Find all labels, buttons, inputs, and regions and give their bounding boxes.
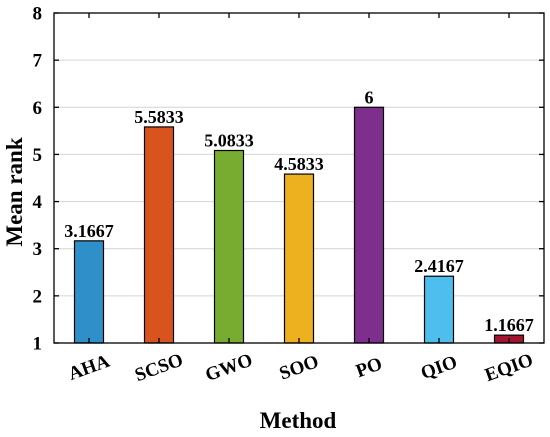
data-labels: 3.1667 5.5833 5.0833 4.5833 6 2.4167 1.1667 <box>64 87 534 335</box>
data-label-eqio: 1.1667 <box>484 315 534 335</box>
data-label-scso: 5.5833 <box>134 107 184 127</box>
x-tick-label-soo: SOO <box>277 351 322 384</box>
x-tick-label-aha: AHA <box>66 351 113 385</box>
x-tick-label-scso: SCSO <box>132 349 186 386</box>
data-label-gwo: 5.0833 <box>204 131 254 151</box>
bar-scso <box>143 126 175 344</box>
data-label-qio: 2.4167 <box>414 256 464 276</box>
y-tick-label: 5 <box>33 145 43 166</box>
y-tick-label: 2 <box>33 286 43 307</box>
x-tick-labels: AHA SCSO GWO SOO PO QIO EQIO <box>66 349 536 386</box>
x-tick-label-eqio: EQIO <box>482 349 536 386</box>
y-tick-label: 3 <box>33 239 43 260</box>
x-tick-label-po: PO <box>353 353 385 382</box>
bar-soo <box>283 173 315 344</box>
bar-po <box>353 106 385 344</box>
bar-aha <box>73 240 105 344</box>
bar-qio <box>423 275 455 344</box>
y-tick-label: 6 <box>33 98 43 119</box>
y-tick-label: 4 <box>33 192 43 213</box>
y-axis-label: Mean rank <box>2 137 27 246</box>
data-label-soo: 4.5833 <box>274 154 324 174</box>
bars <box>73 106 525 344</box>
y-tick-labels: 1 2 3 4 5 6 7 8 <box>33 4 43 355</box>
y-tick-label: 7 <box>33 51 43 72</box>
x-axis-label: Method <box>260 408 337 433</box>
y-tick-label: 1 <box>33 334 43 355</box>
bar-gwo <box>213 149 245 344</box>
x-tick-label-gwo: GWO <box>203 350 256 386</box>
data-label-po: 6 <box>365 87 374 107</box>
x-tick-label-qio: QIO <box>418 352 460 384</box>
y-tick-label: 8 <box>33 4 43 25</box>
data-label-aha: 3.1667 <box>64 221 114 241</box>
axes <box>53 12 545 344</box>
